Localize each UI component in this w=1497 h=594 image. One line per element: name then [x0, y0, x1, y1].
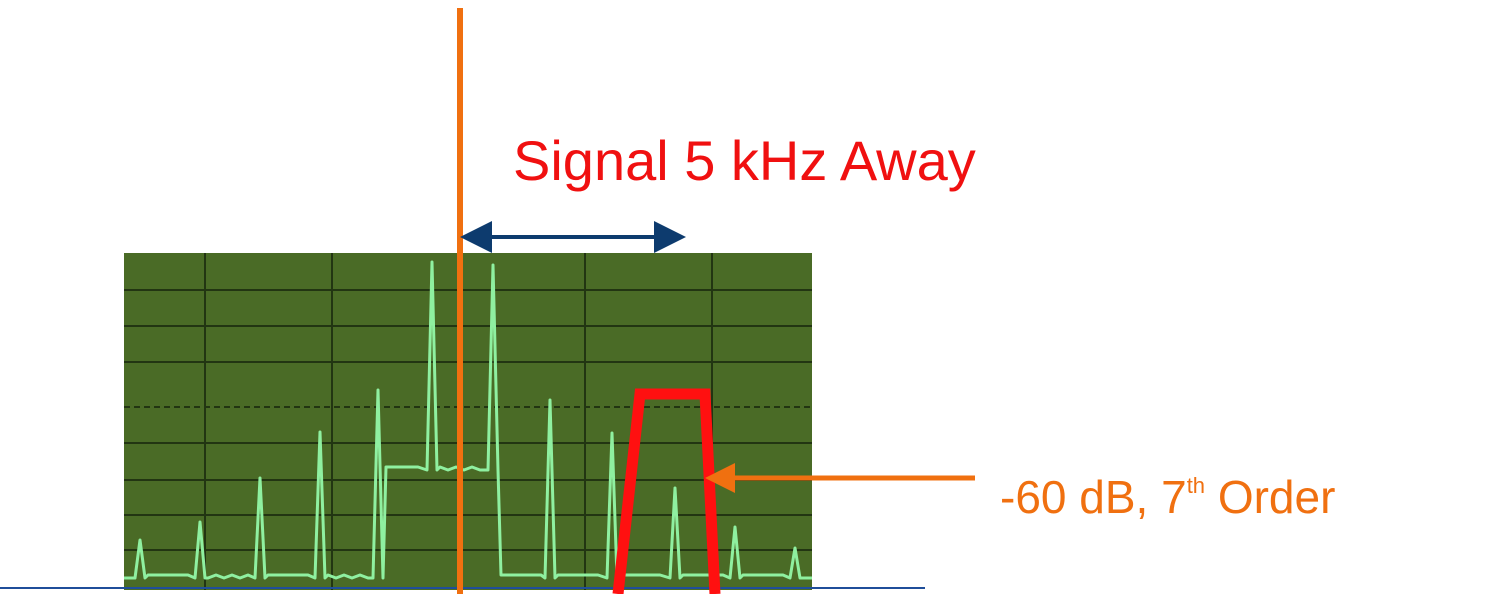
order-main: -60 dB, 7	[1000, 471, 1187, 523]
order-superscript: th	[1186, 473, 1206, 498]
order-label: -60 dB, 7th Order	[1000, 470, 1335, 524]
spectrum-trace	[124, 260, 812, 580]
signal-label: Signal 5 kHz Away	[513, 129, 976, 192]
filter-shape	[612, 388, 721, 594]
order-rest: Order	[1217, 471, 1336, 523]
spectrum-screen	[124, 253, 812, 590]
